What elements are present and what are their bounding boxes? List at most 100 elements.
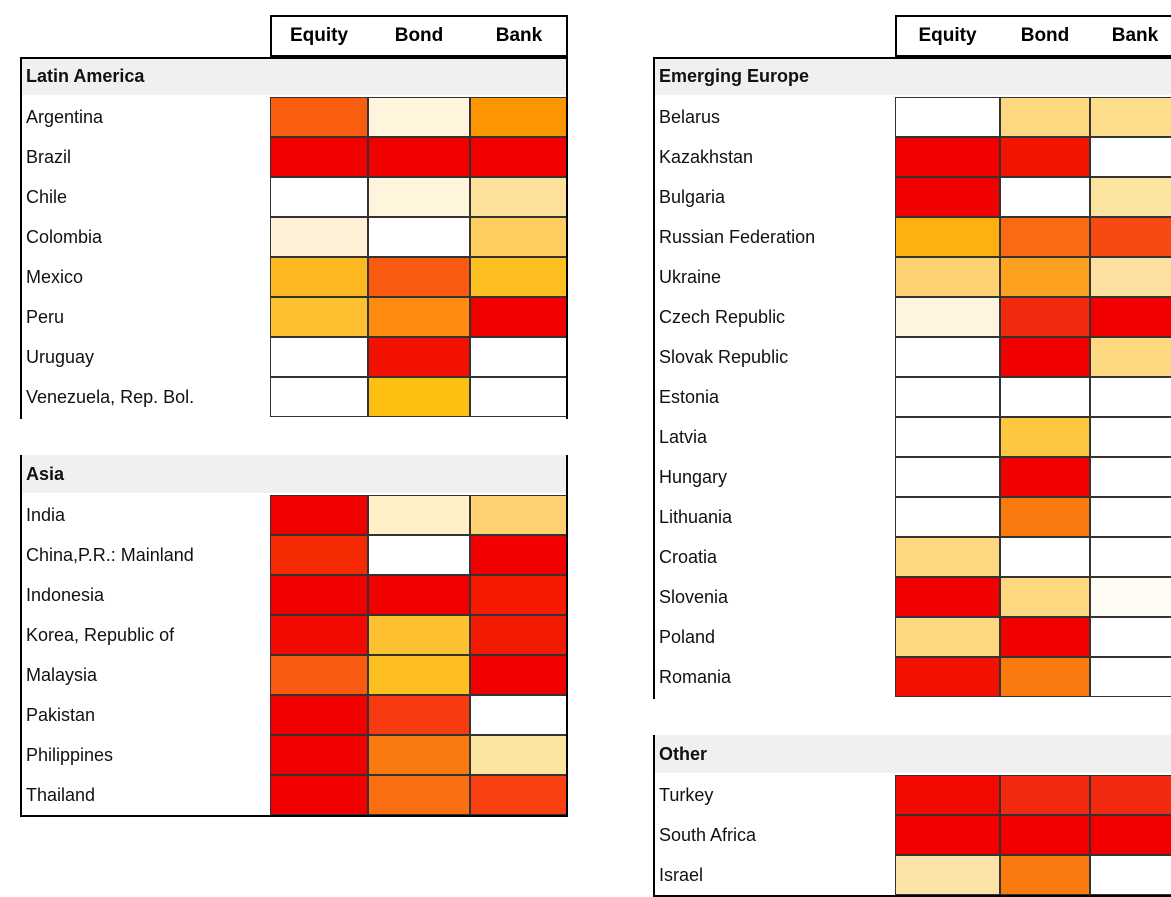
heat-cell	[368, 337, 470, 377]
heat-cell	[895, 177, 1000, 217]
heat-cell	[1000, 577, 1090, 617]
heat-cell	[895, 217, 1000, 257]
country-label: Philippines	[26, 744, 114, 765]
heat-cell	[470, 735, 568, 775]
heat-cell	[368, 775, 470, 815]
heat-cell	[270, 575, 368, 615]
heat-cell	[1090, 855, 1171, 895]
heat-cell	[270, 535, 368, 575]
heat-cell	[1000, 775, 1090, 815]
country-label: Thailand	[26, 784, 96, 805]
heat-cell	[368, 137, 470, 177]
column-header: Equity	[289, 25, 349, 46]
heat-cell	[895, 257, 1000, 297]
heat-cell	[1090, 137, 1171, 177]
heat-cell	[368, 695, 470, 735]
heat-cell	[1090, 617, 1171, 657]
heat-cell	[270, 217, 368, 257]
column-header: Bond	[1020, 25, 1070, 46]
country-label: Estonia	[659, 386, 720, 407]
country-label: Kazakhstan	[659, 146, 754, 167]
column-header: Bond	[394, 25, 444, 46]
heat-cell	[270, 257, 368, 297]
table-border	[653, 735, 1171, 897]
heat-cell	[1090, 497, 1171, 537]
heat-cell	[1000, 537, 1090, 577]
heat-cell	[1090, 815, 1171, 855]
heat-cell	[895, 577, 1000, 617]
heat-cell	[1090, 457, 1171, 497]
heat-cell	[1000, 137, 1090, 177]
heat-cell	[1090, 377, 1171, 417]
heat-cell	[270, 775, 368, 815]
country-label: Poland	[659, 626, 716, 647]
country-label: Latvia	[659, 426, 708, 447]
heat-cell	[368, 177, 470, 217]
heat-cell	[270, 377, 368, 417]
heat-cell	[1000, 497, 1090, 537]
heat-cell	[895, 417, 1000, 457]
heat-cell	[1090, 537, 1171, 577]
country-label: Czech Republic	[659, 306, 786, 327]
heat-cell	[895, 137, 1000, 177]
heat-cell	[1090, 297, 1171, 337]
country-label: Chile	[26, 186, 68, 207]
heat-cell	[270, 495, 368, 535]
column-header: Equity	[918, 25, 977, 46]
country-label: Mexico	[26, 266, 84, 287]
heat-cell	[895, 297, 1000, 337]
heat-cell	[1000, 97, 1090, 137]
heat-cell	[368, 257, 470, 297]
heat-cell	[270, 615, 368, 655]
country-label: Israel	[659, 864, 704, 885]
country-label: Argentina	[26, 106, 104, 127]
heat-cell	[1000, 457, 1090, 497]
heat-cell	[895, 537, 1000, 577]
heat-cell	[270, 297, 368, 337]
heat-cell	[895, 97, 1000, 137]
heat-cell	[895, 617, 1000, 657]
heat-cell	[1090, 417, 1171, 457]
country-label: Indonesia	[26, 584, 105, 605]
heat-cell	[368, 575, 470, 615]
heat-cell	[270, 97, 368, 137]
table-border	[20, 57, 568, 419]
heat-cell	[1090, 337, 1171, 377]
heat-cell	[470, 655, 568, 695]
heat-cell	[1000, 257, 1090, 297]
heat-cell	[1000, 417, 1090, 457]
heat-cell	[895, 497, 1000, 537]
heat-cell	[470, 177, 568, 217]
heat-cell	[368, 655, 470, 695]
country-label: Bulgaria	[659, 186, 726, 207]
heat-cell	[368, 217, 470, 257]
heat-cell	[470, 97, 568, 137]
heat-cell	[368, 495, 470, 535]
heat-cell	[470, 695, 568, 735]
heat-cell	[1000, 297, 1090, 337]
country-label: Peru	[26, 306, 65, 327]
country-label: Pakistan	[26, 704, 96, 725]
heat-cell	[1000, 855, 1090, 895]
country-label: Korea, Republic of	[26, 624, 175, 645]
heat-cell	[895, 657, 1000, 697]
heat-cell	[1090, 775, 1171, 815]
heat-cell	[270, 655, 368, 695]
heat-cell	[1090, 577, 1171, 617]
heat-cell	[368, 615, 470, 655]
table-border	[20, 455, 568, 817]
heat-cell	[1090, 177, 1171, 217]
country-label: Hungary	[659, 466, 728, 487]
heat-cell	[270, 695, 368, 735]
country-label: Belarus	[659, 106, 721, 127]
country-label: Croatia	[659, 546, 718, 567]
group-header: Asia	[20, 455, 568, 493]
column-header: Bank	[1111, 25, 1159, 46]
heat-cell	[1000, 217, 1090, 257]
group-header: Latin America	[20, 57, 568, 95]
country-label: Slovak Republic	[659, 346, 789, 367]
country-label: China,P.R.: Mainland	[26, 544, 194, 565]
heat-cell	[895, 377, 1000, 417]
heat-cell	[1000, 177, 1090, 217]
